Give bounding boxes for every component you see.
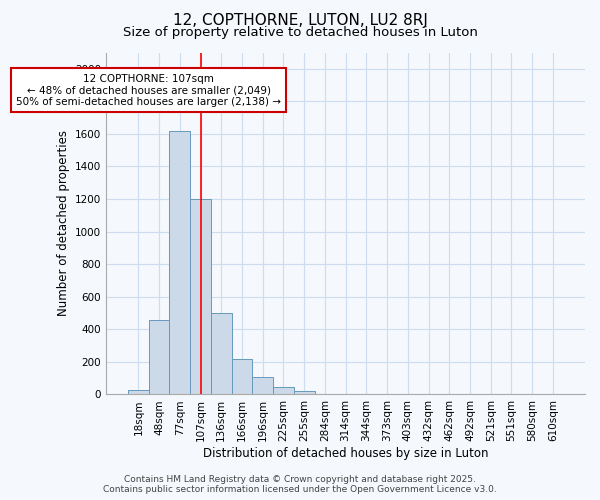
Text: 12 COPTHORNE: 107sqm
← 48% of detached houses are smaller (2,049)
50% of semi-de: 12 COPTHORNE: 107sqm ← 48% of detached h… bbox=[16, 74, 281, 107]
Bar bbox=[128, 390, 149, 394]
Bar bbox=[294, 391, 314, 394]
Bar bbox=[232, 358, 253, 394]
X-axis label: Distribution of detached houses by size in Luton: Distribution of detached houses by size … bbox=[203, 447, 488, 460]
Y-axis label: Number of detached properties: Number of detached properties bbox=[56, 130, 70, 316]
Bar bbox=[253, 376, 273, 394]
Text: Size of property relative to detached houses in Luton: Size of property relative to detached ho… bbox=[122, 26, 478, 39]
Bar bbox=[190, 199, 211, 394]
Bar bbox=[273, 387, 294, 394]
Text: 12, COPTHORNE, LUTON, LU2 8RJ: 12, COPTHORNE, LUTON, LU2 8RJ bbox=[173, 12, 427, 28]
Bar bbox=[149, 320, 169, 394]
Bar bbox=[211, 313, 232, 394]
Text: Contains HM Land Registry data © Crown copyright and database right 2025.
Contai: Contains HM Land Registry data © Crown c… bbox=[103, 474, 497, 494]
Bar bbox=[169, 130, 190, 394]
